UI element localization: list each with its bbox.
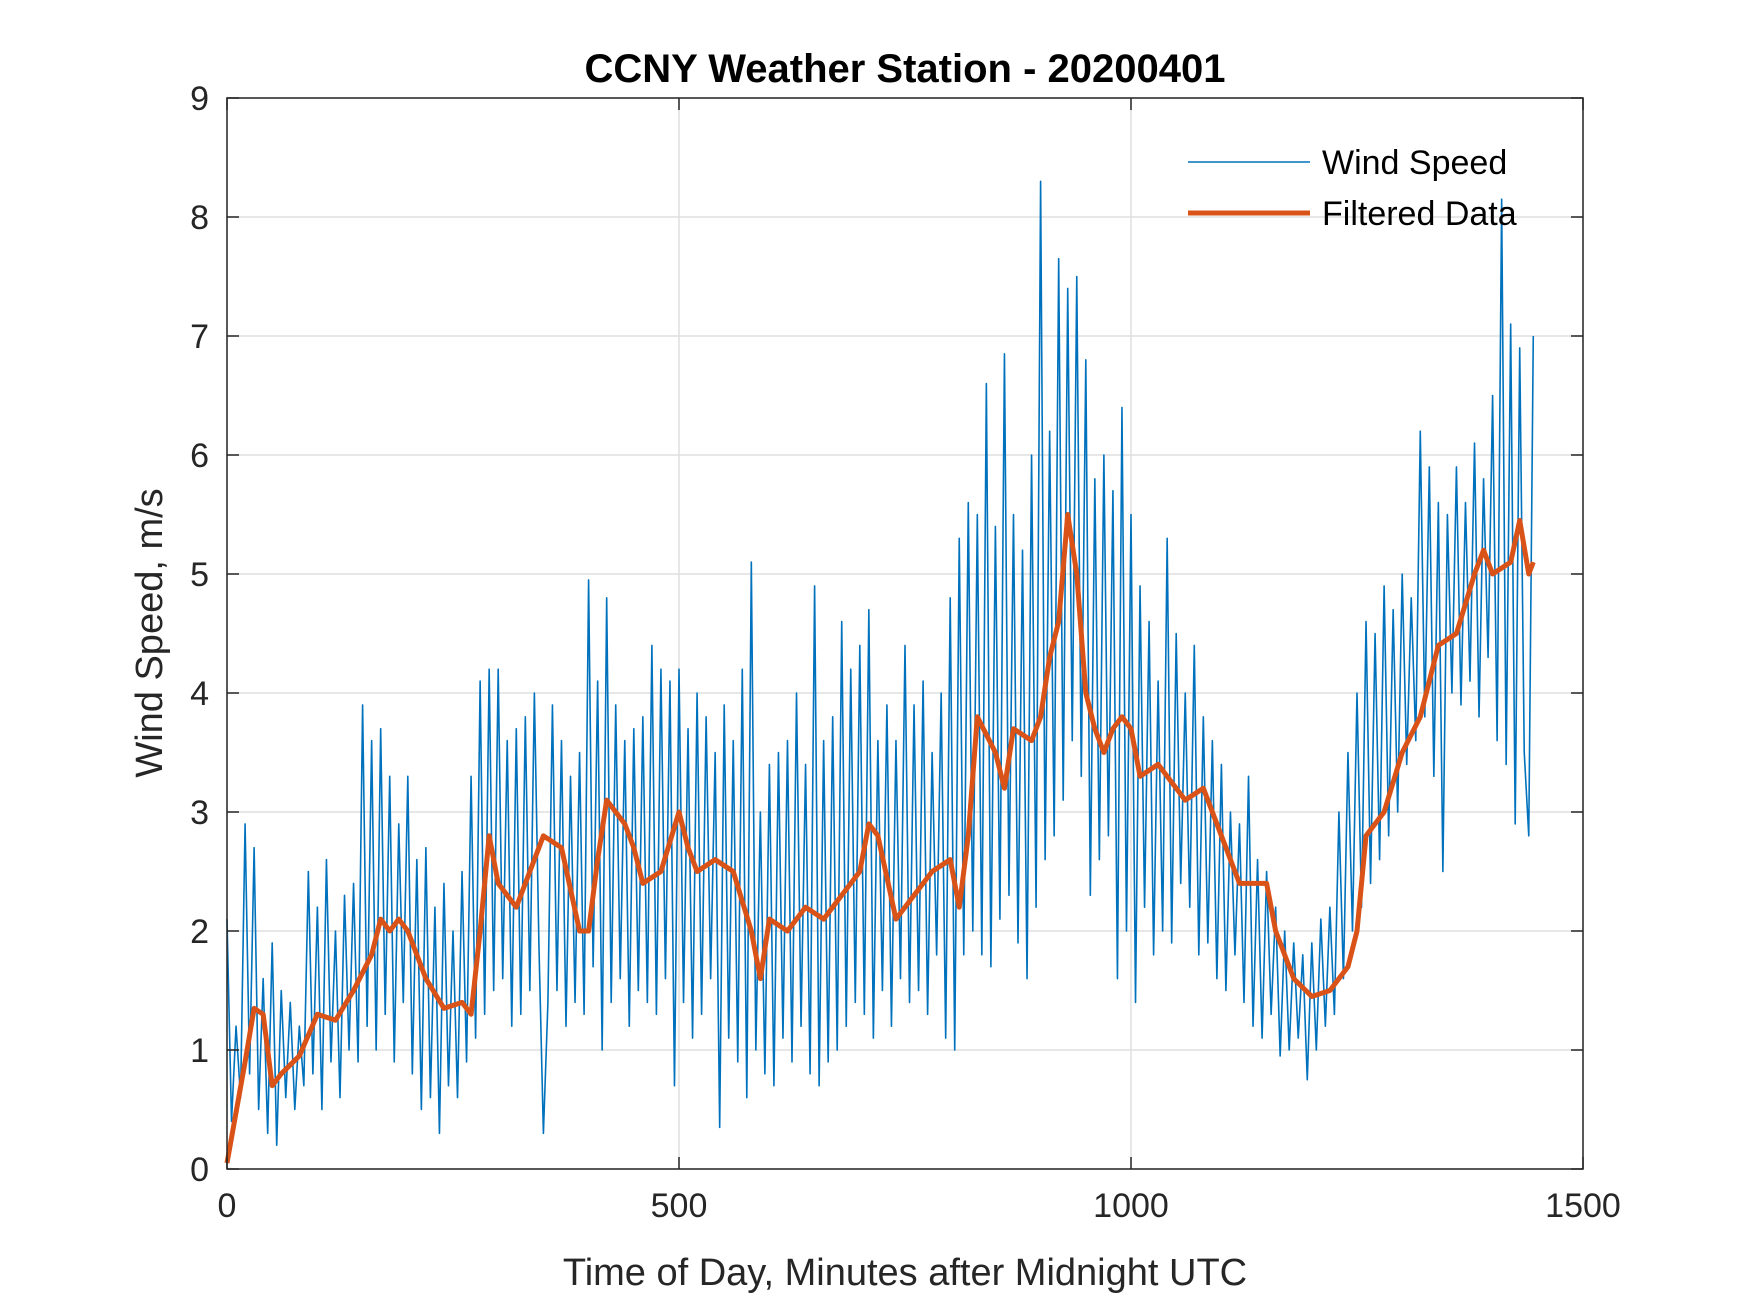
legend-label-filtered-data: Filtered Data [1322,195,1517,233]
y-tick-label: 6 [190,437,209,475]
series-filtered-data-line [224,512,1536,1164]
series-wind-speed-line [226,180,1535,1146]
y-tick-label: 4 [190,675,209,713]
x-tick-label: 500 [651,1187,708,1225]
y-tick-label: 7 [190,318,209,356]
x-axis-label: Time of Day, Minutes after Midnight UTC [563,1252,1247,1294]
x-tick-label: 0 [218,1187,237,1225]
plot-area [224,180,1536,1164]
axes-box [226,97,1584,1170]
chart-title: CCNY Weather Station - 20200401 [585,47,1226,91]
legend: Wind Speed Filtered Data [1188,144,1517,233]
legend-label-wind-speed: Wind Speed [1322,144,1507,182]
y-tick-label: 3 [190,794,209,832]
grid [226,97,1584,1170]
y-tick-label: 8 [190,199,209,237]
y-tick-label: 2 [190,913,209,951]
y-axis-label: Wind Speed, m/s [129,488,171,777]
x-tick-label: 1000 [1093,1187,1169,1225]
y-tick-label: 1 [190,1032,209,1070]
y-tick-label: 9 [190,80,209,118]
ticks: 0 500 1000 1500 0 1 2 3 4 5 6 7 8 9 [190,80,1621,1225]
y-tick-label: 5 [190,556,209,594]
x-tick-label: 1500 [1545,1187,1621,1225]
y-tick-label: 0 [190,1151,209,1189]
